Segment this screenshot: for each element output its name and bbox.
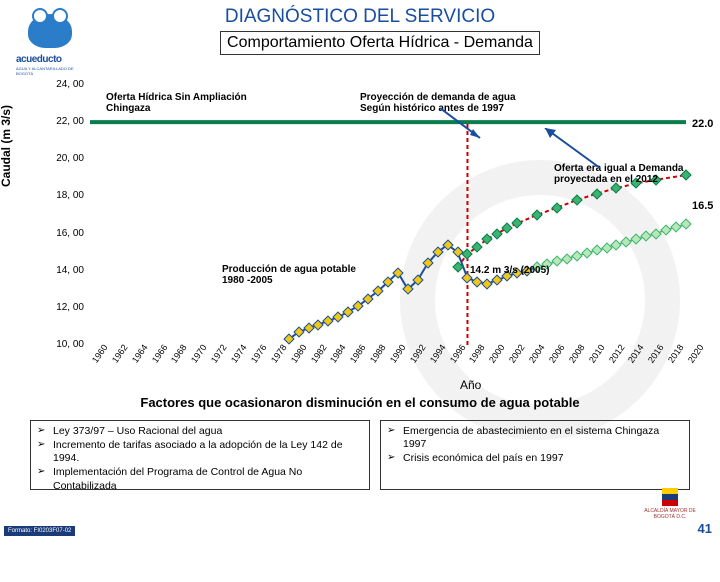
- y-tick: 14, 00: [50, 265, 84, 276]
- x-tick: 1978: [269, 343, 289, 365]
- line-chart: 1960196219641966196819701972197419761978…: [46, 85, 686, 365]
- company-logo: acueducto AGUA Y ALCANTARILLADO DE BOGOT…: [16, 14, 86, 84]
- factor-item: ➢Implementación del Programa de Control …: [37, 466, 363, 492]
- x-tick: 1966: [150, 343, 170, 365]
- x-tick: 1972: [209, 343, 229, 365]
- x-tick: 2020: [686, 343, 706, 365]
- factor-item: ➢Incremento de tarifas asociado a la ado…: [37, 439, 363, 465]
- x-tick: 1990: [388, 343, 408, 365]
- page-number: 41: [698, 521, 712, 536]
- factors-right-box: ➢Emergencia de abastecimiento en el sist…: [380, 420, 690, 490]
- chart-subtitle: Comportamiento Oferta Hídrica - Demanda: [220, 31, 540, 55]
- supply-value: 22.0: [692, 118, 713, 130]
- x-tick: 1992: [408, 343, 428, 365]
- y-tick: 24, 00: [50, 79, 84, 90]
- x-tick: 1986: [348, 343, 368, 365]
- x-tick: 1964: [130, 343, 150, 365]
- arrow-demand: [440, 108, 510, 148]
- x-tick: 1984: [328, 343, 348, 365]
- x-tick: 1998: [467, 343, 487, 365]
- supply-legend: Oferta Hídrica Sin Ampliación Chingaza: [106, 92, 247, 114]
- factor-item: ➢Emergencia de abastecimiento en el sist…: [387, 425, 683, 451]
- y-tick: 16, 00: [50, 228, 84, 239]
- x-tick: 1982: [309, 343, 329, 365]
- x-tick: 2010: [587, 343, 607, 365]
- production-point-label: 14.2 m 3/s (2005): [470, 265, 550, 276]
- production-legend: Producción de agua potable 1980 -2005: [222, 264, 356, 286]
- x-tick: 1968: [169, 343, 189, 365]
- x-tick: 1980: [289, 343, 309, 365]
- x-tick: 1988: [368, 343, 388, 365]
- y-axis-label: Caudal (m 3/s): [0, 105, 13, 187]
- x-tick: 2000: [487, 343, 507, 365]
- factors-header: Factores que ocasionaron disminución en …: [0, 395, 720, 410]
- x-tick: 2014: [626, 343, 646, 365]
- x-tick: 1970: [189, 343, 209, 365]
- page-title: DIAGNÓSTICO DEL SERVICIO: [0, 6, 720, 28]
- factors-left-box: ➢Ley 373/97 – Uso Racional del agua➢Incr…: [30, 420, 370, 490]
- x-tick: 1976: [249, 343, 269, 365]
- x-tick: 1974: [229, 343, 249, 365]
- y-tick: 10, 00: [50, 339, 84, 350]
- alcaldia-logo: ALCALDÍA MAYOR DE BOGOTÁ D.C.: [640, 488, 700, 516]
- y-tick: 18, 00: [50, 190, 84, 201]
- x-tick: 1994: [428, 343, 448, 365]
- y-tick: 22, 00: [50, 116, 84, 127]
- factor-item: ➢Ley 373/97 – Uso Racional del agua: [37, 425, 363, 438]
- y-tick: 12, 00: [50, 302, 84, 313]
- x-tick: 2016: [646, 343, 666, 365]
- x-tick: 2012: [607, 343, 627, 365]
- x-tick: 2002: [507, 343, 527, 365]
- y-tick: 20, 00: [50, 153, 84, 164]
- future-value: 16.5: [692, 200, 713, 212]
- x-tick: 1960: [90, 343, 110, 365]
- format-code: Formato: FI0203F07-02: [4, 526, 75, 536]
- x-tick: 2006: [547, 343, 567, 365]
- factor-item: ➢Crisis económica del país en 1997: [387, 452, 683, 465]
- x-tick: 2008: [567, 343, 587, 365]
- x-tick: 1996: [448, 343, 468, 365]
- arrow-note: [540, 128, 610, 178]
- x-tick: 1962: [110, 343, 130, 365]
- x-tick: 2004: [527, 343, 547, 365]
- x-tick: 2018: [666, 343, 686, 365]
